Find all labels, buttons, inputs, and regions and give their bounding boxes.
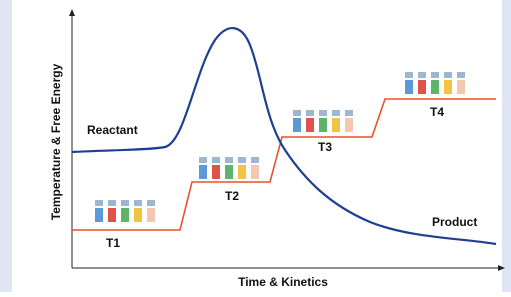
- vial: [134, 208, 142, 222]
- vial-cap: [225, 157, 233, 163]
- vial-cap: [431, 72, 439, 78]
- vial-cap: [251, 157, 259, 163]
- vial-cap: [199, 157, 207, 163]
- vial-cap: [345, 110, 353, 116]
- x-axis-label: Time & Kinetics: [238, 275, 328, 289]
- vial: [457, 80, 465, 94]
- vial-cap: [238, 157, 246, 163]
- vial: [225, 165, 233, 179]
- vial-cap: [319, 110, 327, 116]
- vial: [212, 165, 220, 179]
- vial: [306, 118, 314, 132]
- vial-cap: [457, 72, 465, 78]
- vial-cap: [418, 72, 426, 78]
- vial: [251, 165, 259, 179]
- vial-cap: [332, 110, 340, 116]
- diagram: Temperature & Free Energy Time & Kinetic…: [0, 0, 511, 292]
- vial: [108, 208, 116, 222]
- vial: [345, 118, 353, 132]
- vial-cap: [405, 72, 413, 78]
- vial: [147, 208, 155, 222]
- product-label: Product: [432, 215, 477, 229]
- vial: [332, 118, 340, 132]
- vial-cap: [212, 157, 220, 163]
- vial: [444, 80, 452, 94]
- vial: [431, 80, 439, 94]
- step-label: T3: [318, 140, 332, 154]
- step-label: T4: [430, 105, 444, 119]
- reactant-label: Reactant: [87, 123, 138, 137]
- vial: [418, 80, 426, 94]
- vial-cap: [108, 200, 116, 206]
- step-label: T2: [225, 189, 239, 203]
- y-axis-label: Temperature & Free Energy: [49, 63, 63, 220]
- vial-cap: [121, 200, 129, 206]
- vial-cap: [147, 200, 155, 206]
- step-label: T1: [106, 236, 120, 250]
- vial-cap: [95, 200, 103, 206]
- vial: [95, 208, 103, 222]
- vial: [319, 118, 327, 132]
- vial-cap: [293, 110, 301, 116]
- vial: [121, 208, 129, 222]
- vial-cap: [306, 110, 314, 116]
- vial-cap: [134, 200, 142, 206]
- vial: [293, 118, 301, 132]
- vial: [238, 165, 246, 179]
- vial: [199, 165, 207, 179]
- vial: [405, 80, 413, 94]
- panel: [12, 0, 502, 292]
- vial-cap: [444, 72, 452, 78]
